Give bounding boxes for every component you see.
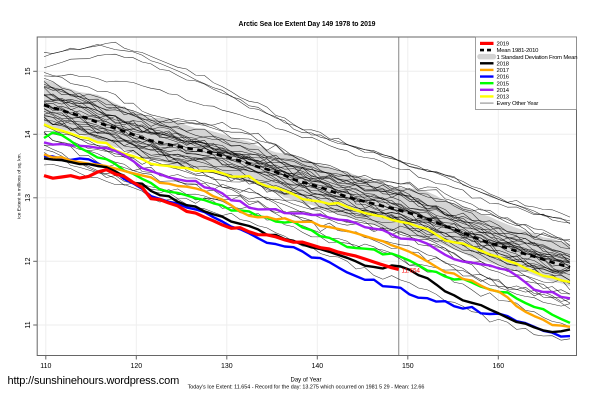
svg-text:11: 11 — [25, 321, 32, 328]
svg-text:14: 14 — [25, 130, 32, 138]
svg-text:http://sunshinehours.wordpress: http://sunshinehours.wordpress.com — [8, 375, 180, 387]
svg-text:Every Other Year: Every Other Year — [497, 101, 539, 107]
svg-text:2013: 2013 — [497, 95, 510, 101]
svg-text:2015: 2015 — [497, 81, 510, 87]
svg-text:Mean 1981-2010: Mean 1981-2010 — [497, 48, 540, 54]
svg-text:2014: 2014 — [497, 88, 510, 94]
svg-text:2016: 2016 — [497, 75, 510, 81]
svg-text:2017: 2017 — [497, 68, 509, 74]
svg-text:2018: 2018 — [497, 61, 510, 67]
svg-text:12: 12 — [25, 257, 32, 265]
svg-text:110: 110 — [40, 363, 51, 370]
svg-text:Arctic Sea Ice Extent Day 149: Arctic Sea Ice Extent Day 149 1978 to 20… — [239, 21, 376, 28]
svg-text:160: 160 — [492, 363, 504, 370]
svg-text:1 Standard Deviation From Mean: 1 Standard Deviation From Mean — [497, 55, 578, 61]
svg-text:2019: 2019 — [497, 42, 509, 48]
svg-text:Today's Ice Extent: 11.654 -: Today's Ice Extent: 11.654 - Record for … — [188, 385, 425, 391]
svg-text:15: 15 — [25, 67, 32, 75]
svg-text:140: 140 — [311, 363, 323, 370]
svg-text:Day of Year: Day of Year — [290, 377, 321, 383]
svg-text:150: 150 — [402, 363, 414, 370]
svg-text:Ice Extent in millions of sq.: Ice Extent in millions of sq. km. — [17, 153, 23, 219]
svg-text:120: 120 — [130, 363, 142, 370]
svg-text:11.654: 11.654 — [402, 267, 421, 274]
svg-text:130: 130 — [221, 363, 233, 370]
svg-text:13: 13 — [25, 194, 32, 202]
